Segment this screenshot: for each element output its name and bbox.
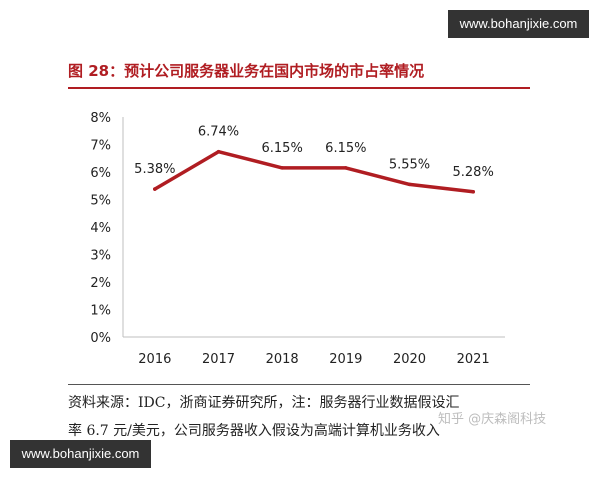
data-label: 6.15% (262, 141, 303, 156)
chart-area: 0% 1% 2% 3% 4% 5% 6% 7% 8% 2016 2017 2018 2019 2020 2… (0, 100, 600, 380)
data-label: 6.15% (325, 141, 366, 156)
footnote-line-2: 率 6.7 元/美元，公司服务器收入假设为高端计算机业务收入 (68, 423, 440, 439)
watermark-bottom: www.bohanjixie.com (10, 440, 151, 468)
footnote-divider (68, 384, 530, 385)
y-tick-label: 4% (90, 221, 111, 236)
y-tick-label: 2% (90, 276, 111, 291)
data-label: 6.74% (198, 125, 239, 140)
watermark-top: www.bohanjixie.com (448, 10, 589, 38)
data-label: 5.38% (134, 162, 175, 177)
title-divider (68, 87, 530, 89)
x-tick-label: 2017 (202, 352, 235, 367)
data-label: 5.55% (389, 157, 430, 172)
x-tick-label: 2021 (457, 352, 490, 367)
x-axis: 2016 2017 2018 2019 2020 2021 (123, 336, 505, 367)
y-tick-label: 7% (90, 139, 111, 154)
data-point (153, 187, 157, 191)
data-point (216, 149, 221, 154)
data-point (280, 166, 284, 170)
data-labels: 5.38% 6.74% 6.15% 6.15% 5.55% 5.28% (134, 125, 494, 180)
x-tick-label: 2016 (138, 352, 171, 367)
figure-title: 图 28：预计公司服务器业务在国内市场的市占率情况 (68, 62, 425, 80)
data-point (407, 182, 412, 187)
x-tick-label: 2020 (393, 352, 426, 367)
series-line (153, 149, 475, 194)
data-label: 5.28% (453, 165, 494, 180)
x-tick-label: 2019 (329, 352, 362, 367)
y-tick-label: 6% (90, 166, 111, 181)
y-tick-label: 3% (90, 249, 111, 264)
y-tick-label: 5% (90, 194, 111, 209)
y-tick-label: 1% (90, 304, 111, 319)
y-tick-label: 0% (90, 331, 111, 346)
zhihu-watermark: 知乎 @庆森阁科技 (438, 412, 547, 427)
series (153, 149, 475, 194)
y-tick-label: 8% (90, 111, 111, 126)
footnote-line-1: 资料来源：IDC，浙商证券研究所，注：服务器行业数据假设汇 (68, 395, 460, 411)
y-axis: 0% 1% 2% 3% 4% 5% 6% 7% 8% (90, 111, 124, 346)
data-point (471, 190, 475, 194)
data-point (344, 166, 348, 170)
line-chart: 0%1%2%3%4%5%6%7%8% 2016 2017 2018 2019 2020 2… (90, 111, 505, 367)
x-tick-label: 2018 (266, 352, 299, 367)
